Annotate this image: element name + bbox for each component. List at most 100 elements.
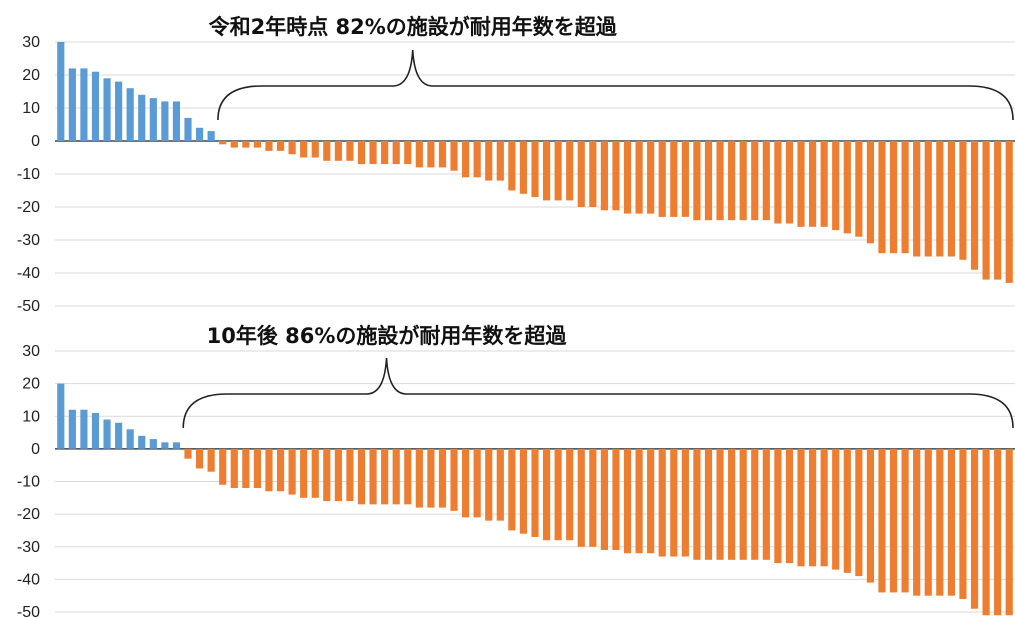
bar [276, 448, 285, 492]
y-tick-label: -10 [17, 474, 40, 491]
bar [404, 448, 412, 505]
bar [913, 448, 921, 596]
bar [253, 141, 261, 148]
bar [612, 448, 620, 551]
bar [404, 141, 412, 165]
bar [623, 141, 632, 214]
bar [496, 141, 504, 181]
bar [473, 448, 481, 518]
annotation-text: 令和2年時点 82%の施設が耐用年数を超過 [209, 15, 618, 39]
bar [300, 448, 308, 498]
bar [889, 141, 898, 254]
bar [600, 141, 608, 211]
bar [635, 141, 643, 214]
bar [577, 141, 585, 207]
bar [878, 448, 886, 593]
bar [970, 141, 979, 270]
bar [346, 448, 354, 502]
bar [542, 448, 551, 541]
bar [566, 141, 574, 201]
bar [704, 448, 713, 560]
bar [427, 448, 435, 508]
bar [889, 448, 898, 593]
bar [542, 141, 551, 201]
bar [878, 141, 886, 254]
bar [161, 101, 169, 141]
bar [57, 42, 65, 141]
bar [450, 448, 458, 511]
bar [230, 141, 238, 148]
bar [901, 448, 909, 593]
y-tick-label: 0 [31, 133, 40, 150]
bar [855, 141, 863, 237]
bar [739, 448, 747, 560]
bar [647, 141, 655, 214]
bar [184, 117, 192, 141]
bar [924, 448, 932, 596]
bar [323, 141, 331, 161]
bar [184, 448, 192, 459]
bar [1005, 141, 1013, 283]
bar [589, 448, 597, 547]
bar [947, 141, 955, 257]
bar [658, 141, 666, 217]
bar [554, 141, 562, 201]
bar [959, 141, 967, 260]
bar [866, 141, 875, 244]
bar [103, 78, 111, 141]
bar [462, 448, 470, 518]
bar [300, 141, 308, 158]
bar [462, 141, 470, 178]
bar [832, 448, 840, 570]
bar [762, 141, 770, 221]
bar [265, 448, 273, 492]
bar [508, 448, 516, 531]
bar [623, 448, 632, 554]
annotation-text: 10年後 86%の施設が耐用年数を超過 [207, 324, 568, 348]
bar [612, 141, 620, 211]
bar [809, 448, 817, 567]
bar [647, 448, 655, 554]
y-tick-label: 10 [22, 100, 40, 117]
bar [785, 448, 794, 564]
bar [207, 131, 215, 141]
y-tick-label: 20 [22, 376, 40, 393]
bar [554, 448, 562, 541]
bar [693, 448, 701, 560]
bar [739, 141, 747, 221]
bar [149, 439, 157, 449]
bar [901, 141, 909, 254]
bar [115, 422, 123, 449]
bar [126, 88, 134, 141]
bar [265, 141, 273, 151]
bar [809, 141, 817, 227]
bar [323, 448, 331, 502]
bar [80, 409, 88, 449]
bar [126, 429, 134, 449]
y-tick-label: -30 [17, 232, 40, 249]
bar [635, 448, 643, 554]
bar [728, 448, 736, 560]
bar [57, 383, 65, 449]
bar [774, 141, 782, 224]
bar [924, 141, 932, 257]
bar [381, 448, 389, 505]
bar [797, 448, 805, 567]
bar [253, 448, 261, 489]
bar [820, 141, 828, 227]
bar [600, 448, 608, 551]
bar [681, 448, 689, 557]
bar [91, 412, 100, 449]
bar [415, 448, 423, 508]
bar [785, 141, 794, 224]
bar [68, 68, 76, 141]
bar [728, 141, 736, 221]
bar [485, 141, 493, 181]
bar [670, 141, 678, 217]
bar [438, 448, 447, 508]
bar [843, 141, 851, 234]
y-tick-label: -20 [17, 199, 40, 216]
y-tick-label: 30 [22, 343, 40, 360]
bar [577, 448, 585, 547]
bar [496, 448, 504, 521]
